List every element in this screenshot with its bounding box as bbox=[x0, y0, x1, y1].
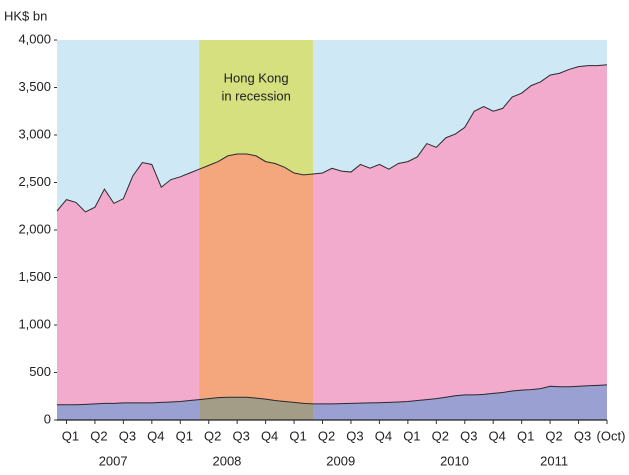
x-tick-label: Q4 bbox=[375, 428, 392, 443]
x-tick-label: (Oct) bbox=[597, 428, 626, 443]
x-tick-label: Q4 bbox=[489, 428, 506, 443]
area bbox=[57, 64, 607, 405]
x-tick-label: Q3 bbox=[233, 428, 250, 443]
year-label: 2011 bbox=[540, 453, 568, 468]
x-tick-label: Q1 bbox=[62, 428, 79, 443]
x-tick-label: Q4 bbox=[147, 428, 164, 443]
y-tick-label: 1,500 bbox=[18, 269, 51, 284]
x-tick-label: Q2 bbox=[90, 428, 107, 443]
x-tick-label: Q3 bbox=[346, 428, 363, 443]
y-tick-label: 3,000 bbox=[18, 126, 51, 141]
x-tick-label: Q2 bbox=[204, 428, 221, 443]
x-tick-label: Q1 bbox=[517, 428, 534, 443]
x-tick-label: Q2 bbox=[318, 428, 335, 443]
x-tick-label: Q3 bbox=[460, 428, 477, 443]
y-tick-label: 1,000 bbox=[18, 316, 51, 331]
area-in-span bbox=[199, 397, 314, 420]
year-label: 2009 bbox=[326, 453, 355, 468]
y-tick-label: 2,000 bbox=[18, 221, 51, 236]
year-label: 2010 bbox=[440, 453, 469, 468]
annotation: in recession bbox=[221, 88, 290, 103]
x-tick-label: Q3 bbox=[574, 428, 591, 443]
area-edge bbox=[57, 384, 608, 406]
area bbox=[57, 384, 607, 420]
x-tick-label: Q4 bbox=[261, 428, 278, 443]
year-label: 2008 bbox=[212, 453, 241, 468]
y-tick-label: 2,500 bbox=[18, 174, 51, 189]
y-tick-label: 500 bbox=[29, 364, 51, 379]
annotation: Hong Kong bbox=[224, 70, 289, 85]
area-edge bbox=[56, 64, 608, 213]
x-tick-label: Q1 bbox=[176, 428, 193, 443]
x-tick-label: Q3 bbox=[119, 428, 136, 443]
x-tick-label: Q2 bbox=[432, 428, 449, 443]
year-label: 2007 bbox=[99, 453, 128, 468]
y-tick-label: 3,500 bbox=[18, 79, 51, 94]
x-tick-label: Q2 bbox=[545, 428, 562, 443]
x-tick-label: Q1 bbox=[289, 428, 306, 443]
y-tick-label: 0 bbox=[44, 411, 51, 426]
y-axis-label: HK$ bn bbox=[4, 8, 47, 23]
area-in-span bbox=[199, 154, 314, 404]
y-tick-label: 4,000 bbox=[18, 31, 51, 46]
x-tick-label: Q1 bbox=[403, 428, 420, 443]
